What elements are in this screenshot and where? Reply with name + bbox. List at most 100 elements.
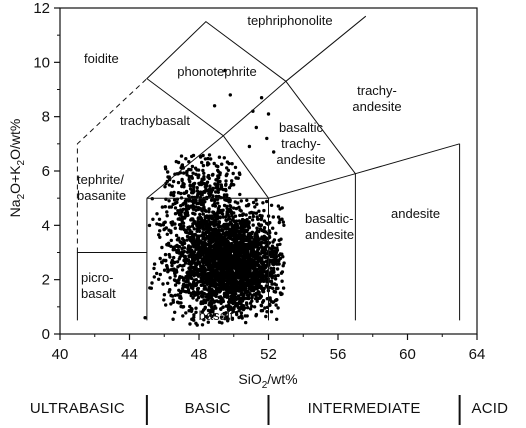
data-point (225, 166, 229, 170)
data-point (179, 191, 183, 196)
data-point (247, 274, 251, 279)
data-point (249, 265, 253, 269)
data-point (263, 230, 268, 234)
y-tick-label: 0 (42, 326, 50, 343)
data-point (224, 287, 228, 291)
data-point (175, 250, 179, 254)
data-point (177, 288, 181, 292)
data-point (195, 186, 199, 190)
data-point (278, 242, 282, 246)
data-point (210, 302, 214, 306)
data-point (280, 270, 285, 274)
data-point (176, 180, 181, 185)
data-point (259, 303, 263, 307)
data-point (219, 315, 224, 319)
data-point (198, 182, 202, 187)
data-point (233, 241, 238, 245)
data-point (245, 198, 249, 202)
data-point (272, 289, 276, 294)
data-point (220, 235, 224, 239)
data-point (201, 261, 206, 265)
data-point (179, 154, 184, 158)
data-point (281, 255, 285, 259)
data-point (208, 258, 212, 262)
data-point (282, 261, 286, 265)
data-point (220, 286, 225, 290)
data-point (214, 283, 218, 288)
data-point (181, 181, 185, 186)
data-point (172, 261, 176, 265)
data-point (169, 268, 173, 272)
data-point (213, 291, 217, 295)
data-point (268, 297, 272, 302)
data-point (235, 236, 240, 240)
data-point (192, 227, 196, 231)
data-point (245, 302, 249, 307)
data-point (186, 245, 191, 249)
data-point (201, 280, 205, 285)
data-point (217, 155, 222, 159)
data-point (265, 199, 269, 204)
data-point (200, 310, 205, 314)
data-point (234, 176, 238, 180)
data-point (207, 239, 211, 243)
data-point (192, 315, 196, 319)
data-point (206, 251, 210, 255)
data-point (231, 171, 235, 176)
field-label-phonotephrite: phonotephrite (177, 64, 257, 79)
data-point (260, 267, 265, 271)
data-point (276, 273, 280, 278)
data-point (187, 177, 191, 182)
data-point (207, 207, 211, 211)
data-point (277, 258, 281, 262)
data-point (181, 284, 185, 288)
y-tick-label: 4 (42, 217, 50, 234)
data-point (203, 157, 208, 161)
data-point (195, 224, 199, 228)
data-point (208, 295, 212, 299)
data-point (224, 215, 228, 219)
data-point (265, 310, 269, 314)
data-point (235, 263, 239, 268)
data-point (169, 302, 173, 306)
data-point (242, 257, 246, 261)
data-point (203, 305, 207, 310)
data-point (226, 209, 231, 214)
data-point (179, 208, 183, 212)
data-point (240, 228, 244, 233)
data-point (251, 223, 255, 227)
data-point (218, 225, 223, 229)
data-point (163, 252, 168, 257)
x-tick-label: 44 (121, 346, 138, 363)
data-point (216, 168, 220, 173)
data-point (166, 170, 170, 174)
data-point (221, 232, 226, 236)
data-point (218, 242, 222, 246)
data-point (246, 233, 250, 237)
data-point (237, 205, 241, 209)
data-point (180, 163, 185, 167)
data-point (151, 217, 155, 221)
y-tick-label: 8 (42, 109, 50, 126)
data-point (219, 185, 224, 189)
field-boundary (76, 78, 148, 253)
data-point (280, 206, 284, 210)
data-point (259, 216, 264, 220)
data-point (163, 205, 167, 209)
data-point (246, 246, 250, 250)
data-point (161, 282, 165, 286)
data-point (274, 250, 279, 255)
data-point (254, 242, 258, 246)
data-point (240, 299, 245, 303)
data-point (194, 278, 198, 282)
data-point (189, 275, 193, 279)
data-point (226, 235, 231, 240)
data-point (213, 273, 217, 277)
data-point (271, 226, 275, 230)
data-point (186, 213, 190, 217)
data-point (263, 235, 268, 240)
data-point (188, 322, 192, 326)
data-point (240, 213, 244, 217)
data-point (271, 268, 276, 273)
data-point (264, 273, 269, 277)
